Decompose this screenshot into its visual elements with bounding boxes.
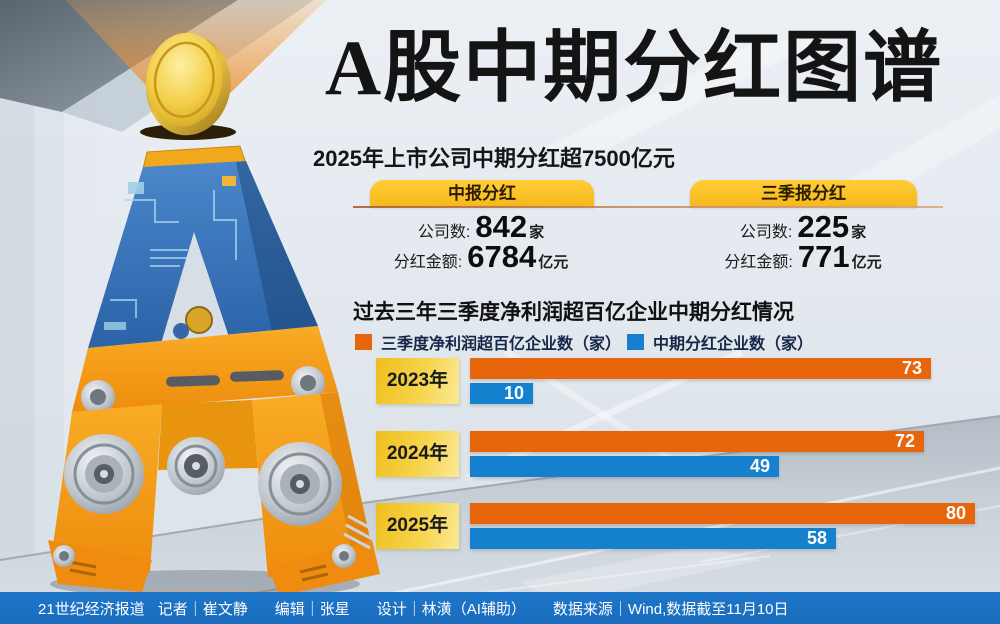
stat-unit: 亿元 <box>851 254 882 271</box>
bar-profit-over-10b-2023: 73 <box>470 358 931 379</box>
a-robot-body <box>48 124 380 596</box>
bar-profit-over-10b-2025: 80 <box>470 503 975 524</box>
bar-profit-over-10b-2024: 72 <box>470 431 924 452</box>
legend-swatch-blue <box>627 333 644 350</box>
coin-icon <box>146 32 231 136</box>
tab-q3-dividend: 三季报分红 <box>690 180 917 207</box>
stat-label: 公司数: <box>739 224 793 241</box>
legend-item-dividend: 中期分红企业数（家） <box>627 333 813 353</box>
tab-divider-line <box>353 206 943 208</box>
footer-credits-bar: 21世纪经济报道 记者｜崔文静 编辑｜张星 设计｜林潢（AI辅助） 数据来源｜W… <box>0 592 1000 624</box>
footer-reporter: 记者｜崔文静 <box>157 600 248 618</box>
tab-interim-dividend: 中报分红 <box>370 180 594 207</box>
interim-dividend-stats: 公司数: 842 家 分红金额: 6784 亿元 <box>331 203 631 274</box>
stat-company-count: 公司数: 842 家 <box>331 209 631 244</box>
year-label-2025: 2025年 <box>376 503 459 549</box>
stat-value: 842 <box>475 209 528 244</box>
a-mascot-illustration <box>48 0 380 605</box>
legend-item-profit: 三季度净利润超百亿企业数（家） <box>355 333 621 353</box>
stat-unit: 家 <box>529 224 545 241</box>
stat-dividend-amount: 分红金额: 771 亿元 <box>653 239 953 274</box>
stat-dividend-amount: 分红金额: 6784 亿元 <box>331 239 631 274</box>
bearing-wheels <box>64 434 342 526</box>
stat-value: 771 <box>797 239 850 274</box>
stat-label: 分红金额: <box>724 254 793 271</box>
stat-unit: 亿元 <box>538 254 569 271</box>
bar-interim-dividend-2023: 10 <box>470 383 533 404</box>
stat-unit: 家 <box>851 224 867 241</box>
stat-label: 分红金额: <box>393 254 463 271</box>
footer-designer: 设计｜林潢（AI辅助） <box>376 600 526 618</box>
stat-value: 225 <box>797 209 850 244</box>
page-subtitle: 2025年上市公司中期分红超7500亿元 <box>313 146 675 171</box>
year-label-2024: 2024年 <box>376 431 459 477</box>
footer-publisher: 21世纪经济报道 <box>38 600 145 618</box>
footer-editor: 编辑｜张星 <box>274 600 350 618</box>
legend-swatch-orange <box>355 333 372 350</box>
chart-title: 过去三年三季度净利润超百亿企业中期分红情况 <box>353 301 794 324</box>
legend-label: 三季度净利润超百亿企业数（家） <box>381 335 622 353</box>
bar-interim-dividend-2025: 58 <box>470 528 836 549</box>
stat-value: 6784 <box>467 239 537 274</box>
q3-dividend-stats: 公司数: 225 家 分红金额: 771 亿元 <box>653 203 953 274</box>
footer-data-source: 数据来源｜Wind,数据截至11月10日 <box>552 600 789 618</box>
stat-label: 公司数: <box>417 224 471 241</box>
legend-label: 中期分红企业数（家） <box>653 335 814 353</box>
year-label-2023: 2023年 <box>376 358 459 404</box>
page-title: A股中期分红图谱 <box>324 24 944 111</box>
bar-interim-dividend-2024: 49 <box>470 456 779 477</box>
stat-company-count: 公司数: 225 家 <box>653 209 953 244</box>
